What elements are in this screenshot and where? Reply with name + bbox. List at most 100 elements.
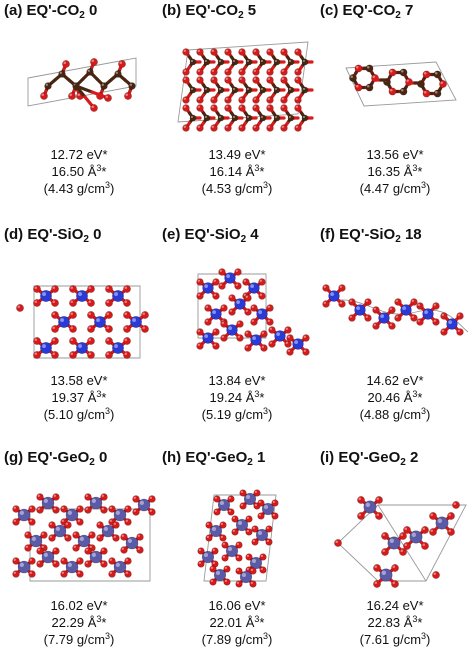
carbon-atom-highlight [115,71,118,74]
oxygen-atom-highlight [376,513,379,516]
oxygen-atom [76,570,84,578]
oxygen-atom-highlight [258,500,261,503]
silicon-atom [210,308,222,320]
panel-title: (d) EQ'-SiO2 0 [4,226,101,245]
oxygen-atom [112,521,120,529]
germanium-atom-highlight [381,570,386,575]
oxygen-atom-highlight [88,312,91,315]
oxygen-atom-highlight [232,516,235,519]
oxygen-atom-highlight [237,335,240,338]
oxygen-atom [28,518,36,526]
germanium-atom [435,516,449,530]
oxygen-atom-highlight [213,279,216,282]
density-paren: ) [268,407,273,422]
oxygen-atom-highlight [88,338,91,341]
oxygen-atom-highlight [448,529,451,532]
oxygen-atom [284,326,292,334]
oxygen-atom-highlight [224,566,227,569]
oxygen-atom [238,68,246,76]
oxygen-atom [242,278,250,286]
oxygen-atom-highlight [212,548,215,551]
silicon-atom [234,298,246,310]
oxygen-atom [231,515,239,523]
oxygen-atom-highlight [137,547,140,550]
oxygen-atom-highlight [261,345,264,348]
oxygen-atom [213,495,221,503]
oxygen-atom-highlight [448,513,451,516]
crystal-structure [334,496,467,588]
density-value: (4.47 g/cm3) [316,180,474,197]
carbon-atom [349,74,357,82]
oxygen-atom [76,557,84,565]
volume-number: 22.83 Å [367,615,413,630]
oxygen-atom-highlight [109,571,112,574]
oxygen-atom-highlight [417,319,420,322]
density-exponent: 3 [263,180,269,190]
silicon-atom [274,330,286,342]
oxygen-atom [294,76,302,84]
oxygen-atom [205,521,213,529]
silicon-atom [292,338,304,350]
oxygen-atom-highlight [253,69,256,72]
property-values: 13.49 eV* 16.14 Å3* (4.53 g/cm3) [158,146,316,197]
oxygen-atom-highlight [267,97,270,100]
oxygen-atom [40,531,48,539]
oxygen-atom-highlight [240,503,243,506]
oxygen-atom-highlight [373,323,376,326]
density-number: (5.19 g/cm [201,407,264,422]
carbon-atom [365,83,374,92]
oxygen-atom-highlight [49,522,53,525]
oxygen-atom-highlight [267,125,270,128]
oxygen-atom [24,544,32,552]
oxygen-atom-highlight [422,527,425,530]
oxygen-atom-highlight [142,312,146,315]
oxygen-atom [250,304,258,312]
oxygen-atom [87,337,95,345]
oxygen-atom [123,337,131,345]
carbon-atom [287,114,295,122]
oxygen-atom-highlight [29,558,32,561]
silicon-atom-highlight [204,284,208,288]
volume-number: 19.37 Å [51,390,97,405]
silicon-atom [76,290,88,302]
oxygen-atom-highlight [85,548,88,551]
oxygen-atom-highlight [206,522,209,525]
oxygen-atom-highlight [149,509,152,512]
oxygen-atom-highlight [210,566,213,569]
density-paren: ) [110,632,115,647]
oxygen-atom [224,76,232,84]
oxygen-atom-highlight [411,299,414,302]
oxygen-atom [60,505,68,513]
oxygen-atom-highlight [53,494,57,497]
silicon-atom-highlight [356,306,360,310]
carbon-atom-highlight [190,87,193,90]
oxygen-atom-highlight [253,125,256,128]
germanium-atom-highlight [91,498,96,503]
germanium-atom-highlight [55,526,61,531]
oxygen-atom-highlight [303,349,306,352]
oxygen-atom-highlight [106,300,109,303]
silicon-atom-highlight [258,310,262,314]
germanium-atom [53,524,67,538]
volume-value: 19.37 Å3* [0,389,158,406]
energy-value: 14.62 eV* [366,373,424,388]
volume-number: 22.29 Å [51,615,97,630]
germanium-atom-highlight [219,500,224,505]
structure-index: 0 [94,449,108,466]
oxygen-atom [294,104,302,112]
carbon-atom-highlight [400,69,404,73]
oxygen-atom [280,48,288,56]
oxygen-atom [245,515,253,523]
carbon-atom [399,68,408,77]
volume-asterisk: * [101,390,107,405]
oxygen-atom [100,547,108,555]
energy-value: 12.72 eV* [50,147,108,162]
oxygen-atom [394,314,402,322]
oxygen-atom-highlight [183,125,186,128]
oxygen-atom [357,512,365,520]
oxygen-atom-highlight [221,335,224,338]
germanium-atom-highlight [251,558,256,563]
germanium-atom [65,508,79,522]
carbon-atom [203,58,211,66]
panel-label: (a) EQ'-CO [4,2,80,19]
